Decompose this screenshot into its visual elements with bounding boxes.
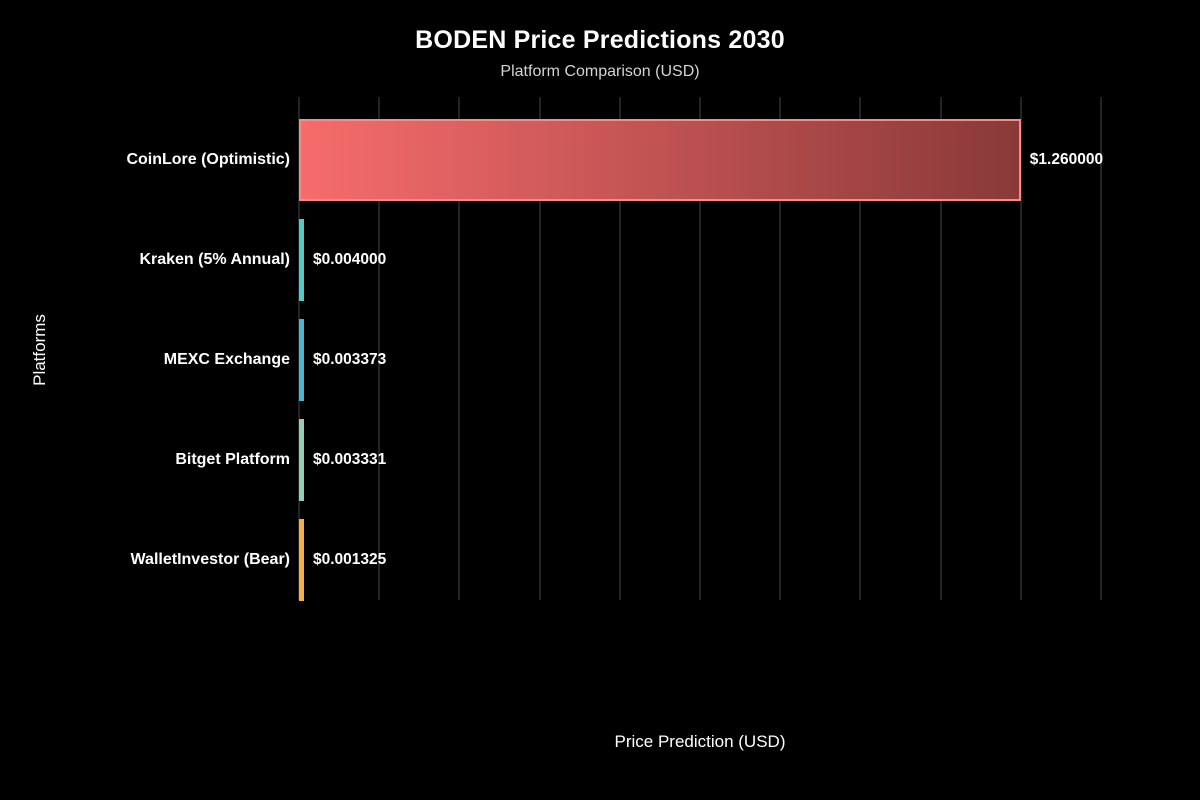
- gridline: [1019, 97, 1022, 600]
- gridline: [699, 97, 701, 600]
- category-label: CoinLore (Optimistic): [126, 151, 290, 168]
- gridline: [458, 97, 461, 600]
- bar-walletinvestor: [299, 519, 304, 601]
- gridline: [538, 97, 541, 600]
- bar-row-coinlore: CoinLore (Optimistic) $1.260000: [126, 119, 1104, 201]
- category-label: Bitget Platform: [175, 451, 290, 468]
- bar-row-mexc: MEXC Exchange $0.003373: [164, 319, 1101, 401]
- value-label: $1.260000: [1029, 151, 1104, 168]
- bar-row-kraken: Kraken (5% Annual) $0.004000: [139, 219, 1101, 301]
- gridline: [618, 97, 621, 600]
- category-label: Kraken (5% Annual): [139, 251, 290, 268]
- gridline: [939, 97, 942, 600]
- bar-kraken: [299, 219, 304, 301]
- plot-area: CoinLore (Optimistic) $1.260000 Kraken (…: [126, 97, 1104, 601]
- value-label: $0.004000: [313, 251, 387, 268]
- gridline: [859, 97, 862, 600]
- bar-coinlore: [299, 119, 1021, 201]
- value-label: $0.003373: [313, 351, 387, 368]
- bar-mexc: [299, 319, 304, 401]
- x-axis-label: Price Prediction (USD): [614, 732, 786, 751]
- gridline: [378, 97, 381, 600]
- chart-title: BODEN Price Predictions 2030: [415, 26, 785, 54]
- value-label: $0.003331: [313, 451, 387, 468]
- chart-subtitle: Platform Comparison (USD): [500, 63, 700, 80]
- category-label: WalletInvestor (Bear): [130, 551, 290, 568]
- gridline: [1100, 97, 1102, 600]
- y-axis-label: Platforms: [30, 314, 49, 386]
- bar-row-bitget: Bitget Platform $0.003331: [175, 419, 1101, 501]
- bar-row-walletinvestor: WalletInvestor (Bear) $0.001325: [131, 519, 1101, 601]
- value-label: $0.001325: [313, 551, 387, 568]
- bar-bitget: [299, 419, 304, 501]
- category-label: MEXC Exchange: [163, 351, 290, 368]
- gridline: [779, 97, 782, 600]
